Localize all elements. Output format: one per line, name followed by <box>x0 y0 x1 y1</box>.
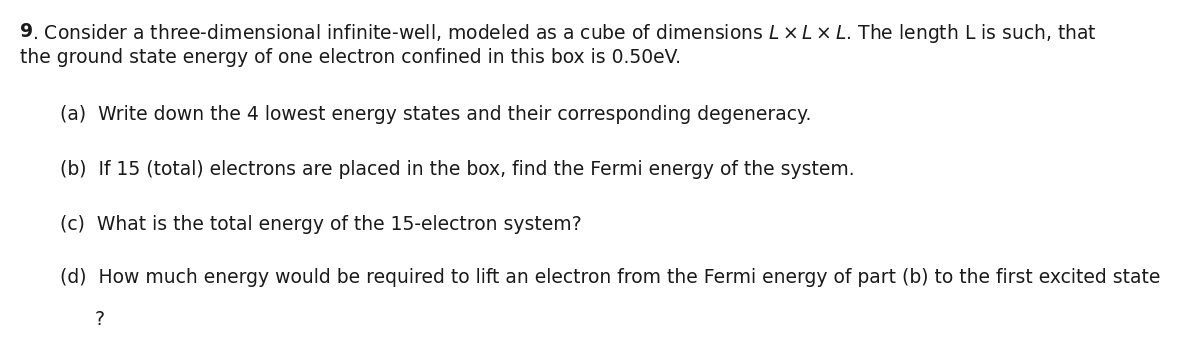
Text: (b)  If 15 (total) electrons are placed in the box, find the Fermi energy of the: (b) If 15 (total) electrons are placed i… <box>60 160 854 179</box>
Text: . Consider a three-dimensional infinite-well, modeled as a cube of dimensions $L: . Consider a three-dimensional infinite-… <box>32 22 1097 45</box>
Text: (c)  What is the total energy of the 15-electron system?: (c) What is the total energy of the 15-e… <box>60 215 582 234</box>
Text: ?: ? <box>95 310 106 329</box>
Text: 9: 9 <box>20 22 34 41</box>
Text: (a)  Write down the 4 lowest energy states and their corresponding degeneracy.: (a) Write down the 4 lowest energy state… <box>60 105 811 124</box>
Text: the ground state energy of one electron confined in this box is 0.50eV.: the ground state energy of one electron … <box>20 48 682 67</box>
Text: (d)  How much energy would be required to lift an electron from the Fermi energy: (d) How much energy would be required to… <box>60 268 1160 287</box>
